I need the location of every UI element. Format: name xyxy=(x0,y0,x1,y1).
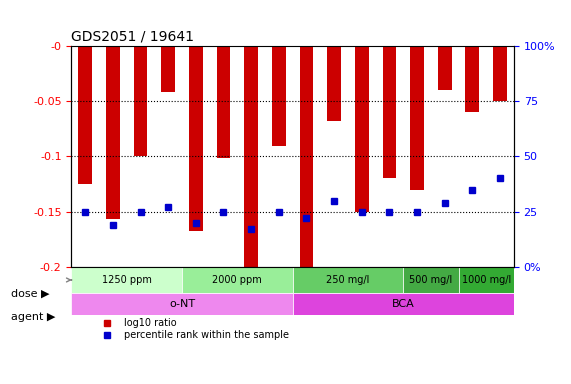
Bar xyxy=(182,267,292,293)
Bar xyxy=(272,46,286,146)
Text: percentile rank within the sample: percentile rank within the sample xyxy=(124,330,289,340)
Bar xyxy=(383,46,396,179)
Text: 1250 ppm: 1250 ppm xyxy=(102,275,152,285)
Text: 1000 mg/l: 1000 mg/l xyxy=(461,275,511,285)
Text: BCA: BCA xyxy=(392,299,415,309)
Text: 500 mg/l: 500 mg/l xyxy=(409,275,453,285)
Text: log10 ratio: log10 ratio xyxy=(124,318,177,328)
Bar xyxy=(244,46,258,267)
Bar xyxy=(327,46,341,121)
Bar xyxy=(71,267,182,293)
Bar xyxy=(465,46,479,112)
Bar xyxy=(403,267,459,293)
Bar xyxy=(410,46,424,190)
Bar xyxy=(459,267,514,293)
Bar xyxy=(355,46,369,212)
Bar xyxy=(216,46,231,157)
Text: 2000 ppm: 2000 ppm xyxy=(212,275,262,285)
Bar xyxy=(493,46,507,101)
Bar xyxy=(438,46,452,90)
Text: GDS2051 / 19641: GDS2051 / 19641 xyxy=(71,30,194,43)
Bar xyxy=(292,293,514,315)
Bar xyxy=(300,46,313,267)
Text: dose ▶: dose ▶ xyxy=(11,289,50,299)
Bar xyxy=(106,46,120,219)
Bar xyxy=(134,46,147,156)
Bar xyxy=(78,46,92,184)
Bar xyxy=(71,293,292,315)
Bar xyxy=(161,46,175,93)
Text: 250 mg/l: 250 mg/l xyxy=(326,275,369,285)
Bar xyxy=(189,46,203,232)
Text: o-NT: o-NT xyxy=(169,299,195,309)
Bar xyxy=(292,267,403,293)
Text: agent ▶: agent ▶ xyxy=(11,312,56,322)
